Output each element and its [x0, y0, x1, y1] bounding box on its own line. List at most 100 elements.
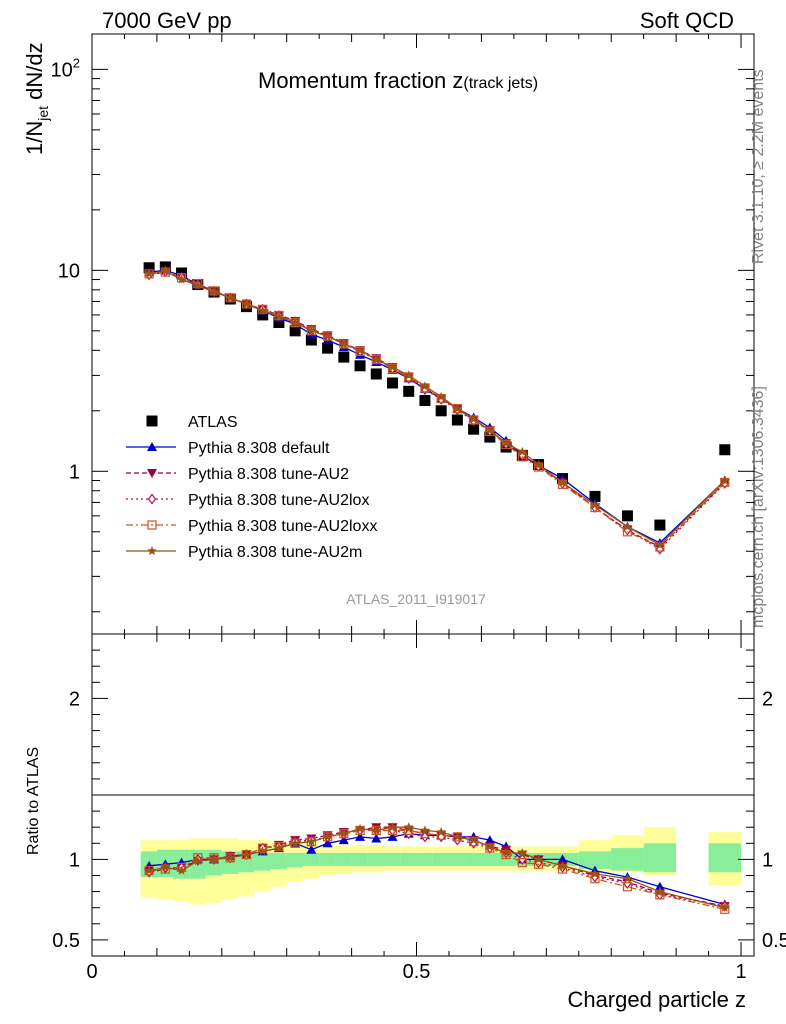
chart-title: Momentum fraction z(track jets) [258, 68, 538, 93]
data-point [338, 351, 350, 363]
data-point [225, 292, 235, 302]
x-tick-label: 0.5 [403, 961, 431, 983]
ratio-band-inner [465, 852, 482, 866]
ratio-band-inner [384, 852, 401, 866]
y-axis-label-suffix: dN/dz [22, 42, 47, 106]
main-series-pythia-8-308-tune-au2m [144, 266, 730, 549]
ratio-y-tick-label: 2 [69, 688, 80, 710]
data-point [322, 342, 334, 354]
ratio-band-inner [432, 852, 449, 866]
ratio-y-tick-label-right: 1 [762, 849, 773, 871]
ratio-band-inner [416, 852, 433, 866]
legend-marker [147, 546, 157, 556]
ratio-point [452, 831, 463, 841]
data-point [257, 305, 268, 315]
ratio-point [290, 838, 300, 848]
ratio-point [355, 831, 366, 841]
ratio-y-tick-label-right: 0.5 [762, 930, 786, 952]
ratio-point [436, 827, 446, 837]
data-point [451, 414, 463, 426]
legend-label: Pythia 8.308 tune-AU2loxx [188, 518, 377, 535]
data-point [589, 490, 601, 502]
ratio-y-tick-label: 0.5 [52, 930, 80, 952]
data-point [387, 362, 398, 372]
analysis-tag: ATLAS_2011_I919017 [346, 591, 486, 607]
ratio-band-inner [578, 851, 612, 870]
ratio-point [404, 828, 413, 840]
y-tick-label: 102 [51, 55, 80, 81]
y-axis-label-sub: jet [35, 106, 51, 122]
ratio-point [274, 843, 284, 853]
legend-entry: Pythia 8.308 default [126, 440, 330, 457]
data-point [273, 317, 285, 329]
data-point [485, 425, 495, 435]
ratio-point [655, 886, 665, 896]
data-point [386, 377, 398, 389]
ratio-band-inner [270, 852, 287, 870]
data-point [419, 395, 431, 407]
header-right: Soft QCD [640, 8, 734, 33]
legend-marker [147, 442, 157, 451]
data-point [420, 381, 430, 391]
main-series-layer [143, 261, 731, 555]
ratio-point [533, 854, 544, 864]
legend-entry: Pythia 8.308 tune-AU2m [126, 544, 362, 561]
ratio-point [420, 825, 430, 835]
ratio-band-inner [351, 852, 368, 866]
data-point [436, 391, 446, 401]
ratio-point [257, 846, 268, 856]
mcplots-label: mcplots.cern.ch [arXiv:1306.3436] [750, 386, 767, 628]
ratio-point [557, 854, 568, 864]
x-tick-label: 1 [735, 961, 746, 983]
ratio-point [176, 865, 187, 875]
data-point [590, 499, 600, 509]
ratio-point [468, 835, 479, 845]
x-tick-label: 0 [86, 961, 97, 983]
ratio-point [144, 865, 154, 875]
ratio-point [403, 822, 414, 832]
data-point [654, 519, 666, 531]
ratio-band-inner [708, 843, 742, 873]
legend: ATLAS Pythia 8.308 default Pythia 8.308 tu… [126, 414, 377, 561]
legend-label: Pythia 8.308 tune-AU2 [188, 466, 349, 483]
legend-marker [147, 520, 157, 530]
legend-entry: Pythia 8.308 tune-AU2lox [126, 492, 369, 509]
ratio-y-tick-label: 1 [69, 849, 80, 871]
data-point [274, 311, 284, 321]
ratio-point [387, 831, 398, 841]
ratio-y-tick-label-right: 2 [762, 688, 773, 710]
ratio-point [557, 860, 568, 870]
ratio-point [517, 847, 528, 858]
ratio-point [338, 835, 349, 845]
ratio-point [517, 858, 527, 868]
ratio-point [720, 902, 730, 912]
axis-ticks [91, 34, 754, 956]
ratio-point [322, 838, 333, 848]
data-point [533, 459, 544, 469]
ratio-band-inner [643, 843, 677, 873]
data-point [306, 325, 317, 335]
y-axis-label: 1/Njet dN/dz [22, 42, 51, 155]
data-point [305, 334, 317, 346]
ratio-point [355, 823, 365, 833]
data-point [517, 446, 528, 456]
ratio-point [193, 856, 203, 866]
x-axis-label: Charged particle z [567, 987, 746, 1012]
ratio-point [387, 822, 398, 832]
ratio-point [484, 835, 495, 845]
chart-title-main: Momentum fraction z [258, 68, 463, 93]
ratio-band-inner [286, 852, 303, 868]
data-point [241, 299, 252, 309]
data-point [484, 431, 496, 443]
axis-tick-labels: 0 0.5 1 1 10 102 0.5 0.5 1 1 2 2 [51, 55, 786, 983]
data-point [403, 370, 414, 380]
data-point [371, 354, 382, 364]
y-tick-label: 10 [58, 260, 80, 282]
data-point [435, 405, 447, 417]
ratio-point [160, 862, 171, 872]
legend-entry: Pythia 8.308 tune-AU2loxx [126, 518, 377, 535]
ratio-band-inner [481, 852, 498, 866]
legend-entry: Pythia 8.308 tune-AU2 [126, 466, 349, 483]
ratio-line [148, 826, 725, 909]
